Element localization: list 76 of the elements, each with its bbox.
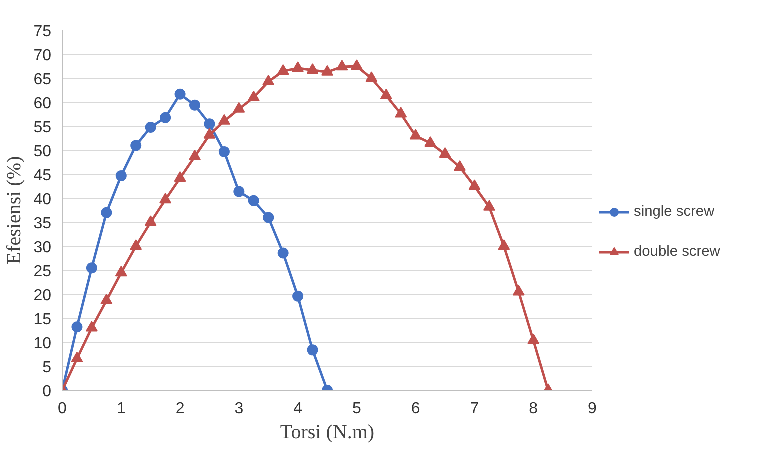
y-tick-label: 60 (34, 96, 52, 112)
point (278, 248, 289, 259)
point (395, 107, 408, 118)
point (424, 136, 437, 147)
point (248, 195, 260, 206)
point (115, 266, 128, 277)
point (410, 129, 422, 140)
point (263, 212, 274, 224)
point (454, 160, 466, 171)
point (483, 200, 496, 211)
x-tick-label: 1 (116, 400, 126, 418)
point (144, 216, 157, 226)
y-tick-label: 35 (34, 216, 52, 232)
point (218, 146, 230, 158)
point (145, 122, 156, 133)
point (234, 186, 245, 198)
point (248, 90, 260, 102)
x-tick-label: 9 (588, 400, 598, 418)
point (116, 170, 127, 182)
y-tick-label: 10 (34, 336, 52, 352)
x-tick-label: 3 (234, 400, 244, 418)
point (174, 171, 186, 182)
y-tick-label: 70 (34, 48, 52, 64)
y-tick-label: 55 (34, 120, 52, 136)
point (189, 150, 201, 160)
point (528, 334, 540, 344)
point (160, 193, 172, 204)
y-tick-label: 25 (34, 264, 52, 280)
point (439, 147, 452, 158)
point (322, 65, 334, 76)
y-tick-label: 20 (34, 288, 52, 304)
x-tick-label: 2 (176, 400, 185, 418)
point (233, 102, 246, 113)
legend-label: double screw (634, 244, 720, 260)
legend-label: single screw (634, 204, 715, 220)
point (262, 75, 275, 86)
point (292, 62, 304, 72)
point (130, 240, 142, 250)
y-tick-label: 30 (34, 240, 52, 256)
y-tick-label: 40 (34, 192, 52, 208)
x-tick-label: 6 (411, 400, 420, 418)
x-tick-label: 8 (529, 400, 538, 418)
y-tick-label: 5 (42, 360, 52, 376)
point (292, 290, 304, 302)
y-tick-label: 75 (34, 24, 52, 40)
point (468, 180, 481, 190)
point (350, 60, 363, 70)
point (100, 294, 113, 304)
point (204, 118, 216, 130)
y-tick-label: 0 (42, 384, 52, 400)
x-tick-label: 4 (294, 400, 303, 418)
x-tick-label: 0 (58, 400, 68, 418)
y-tick-label: 50 (34, 144, 52, 160)
y-tick-label: 15 (34, 312, 52, 328)
y-tick-label: 65 (34, 72, 52, 88)
point (130, 140, 142, 152)
point (101, 207, 112, 218)
y-axis-title: Efesiensi (%) (4, 156, 26, 265)
point (218, 114, 230, 125)
x-tick-label: 7 (470, 400, 480, 418)
point (174, 88, 186, 100)
point (366, 72, 378, 82)
point (380, 88, 392, 100)
x-tick-label: 5 (352, 400, 362, 418)
point (336, 60, 348, 71)
y-tick-label: 45 (34, 168, 52, 184)
point (306, 63, 319, 74)
x-axis-title: Torsi (N.m) (280, 422, 375, 444)
point (190, 100, 200, 111)
point (277, 64, 290, 75)
point (71, 352, 84, 362)
point (160, 112, 172, 124)
point (204, 128, 216, 139)
point (512, 285, 525, 296)
point (498, 240, 510, 250)
point (86, 321, 98, 332)
